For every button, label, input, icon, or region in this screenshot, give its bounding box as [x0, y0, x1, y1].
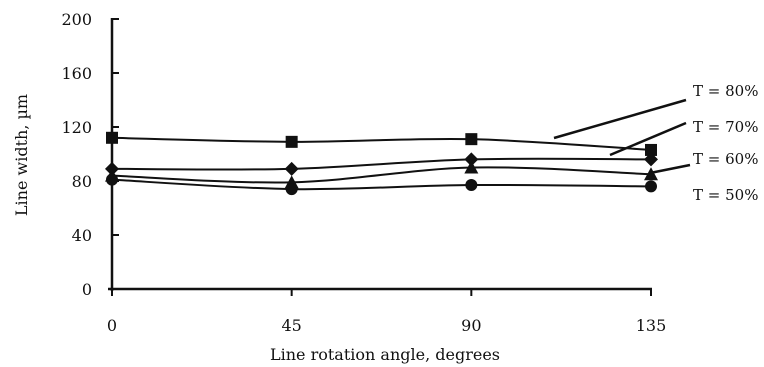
legend-label-circle: T = 50%	[693, 186, 758, 204]
data-point-circle	[285, 183, 298, 196]
data-point-square	[645, 143, 657, 156]
y-tick-label: 0	[82, 280, 92, 299]
y-tick-label: 200	[61, 10, 92, 29]
y-tick-label: 80	[72, 172, 92, 191]
series-diamond	[105, 152, 658, 176]
data-point-diamond	[284, 161, 299, 176]
legend: T = 80% T = 70% T = 60% T = 50%	[553, 82, 758, 204]
series-circle	[106, 173, 657, 196]
series-square	[106, 131, 657, 156]
x-axis-label: Line rotation angle, degrees	[270, 345, 500, 364]
series-group	[105, 131, 658, 196]
y-tick-label: 120	[61, 118, 92, 137]
x-tick-label: 0	[107, 316, 117, 335]
data-point-circle	[645, 180, 657, 193]
x-tick-label: 135	[636, 316, 667, 335]
x-tick-label: 45	[281, 316, 301, 335]
legend-leader-line	[649, 163, 691, 175]
series-line	[111, 157, 652, 171]
data-point-square	[106, 131, 118, 144]
axes	[108, 18, 652, 291]
series-line	[111, 178, 652, 191]
legend-label-square: T = 80%	[693, 82, 758, 100]
data-point-square	[285, 135, 298, 148]
legend-label-triangle: T = 60%	[693, 150, 758, 168]
data-point-triangle	[464, 160, 479, 174]
data-point-diamond	[464, 152, 479, 167]
y-tick-label: 40	[72, 226, 92, 245]
x-tick-label: 90	[461, 316, 481, 335]
y-tick-label: 160	[61, 64, 92, 83]
y-axis-label: Line width, µm	[12, 94, 31, 216]
legend-label-diamond: T = 70%	[693, 118, 758, 136]
y-ticks: 0 40 80 120 160 200	[61, 10, 119, 299]
data-point-circle	[465, 179, 478, 192]
data-point-circle	[106, 173, 118, 186]
legend-leader-line	[553, 98, 687, 140]
data-point-square	[465, 133, 478, 146]
series-line	[111, 136, 652, 151]
data-point-diamond	[644, 152, 658, 167]
x-ticks: 0 45 90 135	[107, 289, 666, 335]
legend-leader-line	[609, 121, 687, 157]
series-line	[111, 166, 652, 184]
